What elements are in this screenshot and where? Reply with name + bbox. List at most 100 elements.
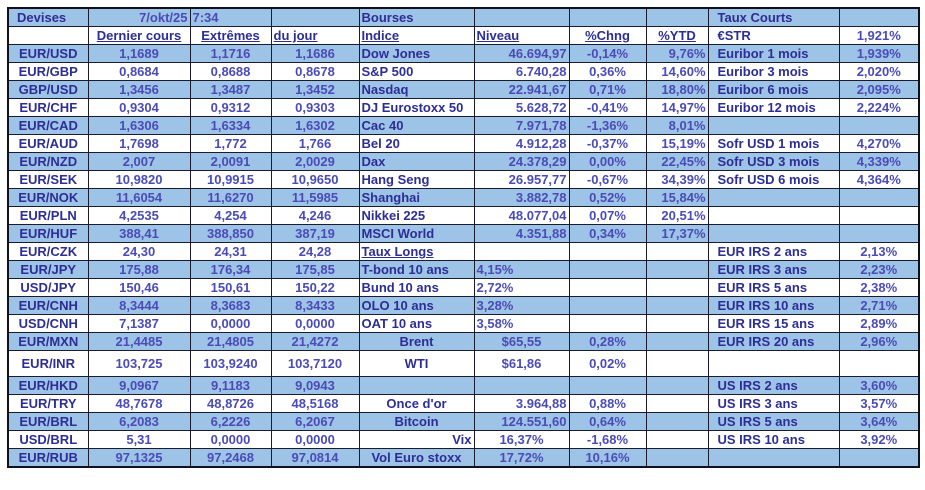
cell-eur-irs-10-ans: EUR IRS 10 ans xyxy=(707,296,840,315)
empty-cell xyxy=(568,278,647,297)
cell-dax: Dax xyxy=(358,152,475,171)
cell-8-3683: 8,3683 xyxy=(189,296,272,315)
cell-dow-jones: Dow Jones xyxy=(358,44,475,63)
cell-1-3487: 1,3487 xyxy=(189,80,272,99)
table-row: EUR/CZK 24,30 24,31 24,28 Taux Longs EUR IRS … xyxy=(7,242,920,261)
cell-9-1183: 9,1183 xyxy=(189,376,272,395)
cell-eur-usd: EUR/USD xyxy=(7,44,89,63)
table-row: EUR/GBP 0,8684 0,8688 0,8678 S&P 500 6.740,28… xyxy=(7,62,920,81)
cell-387-19: 387,19 xyxy=(270,224,360,243)
cell-usd-brl: USD/BRL xyxy=(7,430,89,449)
empty-cell xyxy=(568,260,647,279)
cell-sofr-usd-3-mois: Sofr USD 3 mois xyxy=(707,152,840,171)
cell-vol-euro-stoxx: Vol Euro stoxx xyxy=(358,448,475,468)
cell-euribor-1-mois: Euribor 1 mois xyxy=(707,44,840,63)
cell-2-72: 2,72% xyxy=(473,278,570,297)
cell-once-d-or: Once d'or xyxy=(358,394,475,413)
cell-eur-irs-5-ans: EUR IRS 5 ans xyxy=(707,278,840,297)
cell-48-5168: 48,5168 xyxy=(270,394,360,413)
cell-msci-world: MSCI World xyxy=(358,224,475,243)
table-row: USD/CNH 7,1387 0,0000 0,0000 OAT 10 ans 3,58%… xyxy=(7,314,920,333)
cell-eur-czk: EUR/CZK xyxy=(7,242,89,261)
cell-24-31: 24,31 xyxy=(189,242,272,261)
empty-cell xyxy=(838,224,920,243)
cell-1-3456: 1,3456 xyxy=(87,80,191,99)
cell-euribor-6-mois: Euribor 6 mois xyxy=(707,80,840,99)
cell-bourses: Bourses xyxy=(358,7,475,27)
empty-cell xyxy=(568,242,647,261)
cell-0-41: -0,41% xyxy=(568,98,647,117)
cell-2-96: 2,96% xyxy=(838,332,920,351)
cell-24-30: 24,30 xyxy=(87,242,191,261)
table-row: EUR/PLN 4,2535 4,254 4,246 Nikkei 225 48.077,… xyxy=(7,206,920,225)
cell-175-85: 175,85 xyxy=(270,260,360,279)
table-row: EUR/CAD 1,6306 1,6334 1,6302 Cac 40 7.971,78-… xyxy=(7,116,920,135)
cell-3-92: 3,92% xyxy=(838,430,920,449)
cell-1-6306: 1,6306 xyxy=(87,116,191,135)
cell-str: €STR xyxy=(707,26,840,45)
cell-150-61: 150,61 xyxy=(189,278,272,297)
empty-cell xyxy=(7,26,89,45)
cell-eur-sek: EUR/SEK xyxy=(7,170,89,189)
cell-2-095: 2,095% xyxy=(838,80,920,99)
cell-olo-10-ans: OLO 10 ans xyxy=(358,296,475,315)
cell-sofr-usd-6-mois: Sofr USD 6 mois xyxy=(707,170,840,189)
cell-0-71: 0,71% xyxy=(568,80,647,99)
cell-eur-irs-20-ans: EUR IRS 20 ans xyxy=(707,332,840,351)
cell-0-37: -0,37% xyxy=(568,134,647,153)
cell-4-351-88: 4.351,88 xyxy=(473,224,570,243)
cell-0-0000: 0,0000 xyxy=(270,430,360,449)
cell-6-740-28: 6.740,28 xyxy=(473,62,570,81)
market-table: Devises 7/okt/25 7:34 Bourses Taux Courts Der… xyxy=(7,7,920,468)
empty-cell xyxy=(707,206,840,225)
table-row: EUR/HUF 388,41 388,850 387,19 MSCI World 4.35… xyxy=(7,224,920,243)
cell-22-941-67: 22.941,67 xyxy=(473,80,570,99)
empty-cell xyxy=(645,332,709,351)
cell-10-9820: 10,9820 xyxy=(87,170,191,189)
cell-175-88: 175,88 xyxy=(87,260,191,279)
cell-us-irs-10-ans: US IRS 10 ans xyxy=(707,430,840,449)
table-row: GBP/USD 1,3456 1,3487 1,3452 Nasdaq 22.941,67… xyxy=(7,80,920,99)
cell-97-1325: 97,1325 xyxy=(87,448,191,468)
cell-0-07: 0,07% xyxy=(568,206,647,225)
table-row: EUR/BRL 6,2083 6,2226 6,2067 Bitcoin 124.551,… xyxy=(7,412,920,431)
empty-cell xyxy=(707,350,840,377)
cell-1-939: 1,939% xyxy=(838,44,920,63)
cell-us-irs-5-ans: US IRS 5 ans xyxy=(707,412,840,431)
empty-cell xyxy=(707,224,840,243)
cell-1-7698: 1,7698 xyxy=(87,134,191,153)
empty-cell xyxy=(645,314,709,333)
cell-0-88: 0,88% xyxy=(568,394,647,413)
cell-usd-jpy: USD/JPY xyxy=(7,278,89,297)
cell-34-39: 34,39% xyxy=(645,170,709,189)
cell-97-2468: 97,2468 xyxy=(189,448,272,468)
cell-shanghai: Shanghai xyxy=(358,188,475,207)
cell-388-41: 388,41 xyxy=(87,224,191,243)
cell-9-0967: 9,0967 xyxy=(87,376,191,395)
cell-3-58: 3,58% xyxy=(473,314,570,333)
table-row: EUR/AUD 1,7698 1,772 1,766 Bel 20 4.912,28 -0,… xyxy=(7,134,920,153)
cell-48-8726: 48,8726 xyxy=(189,394,272,413)
cell-6-2083: 6,2083 xyxy=(87,412,191,431)
cell-0-14: -0,14% xyxy=(568,44,647,63)
table-row: USD/JPY 150,46 150,61 150,22 Bund 10 ans 2,72… xyxy=(7,278,920,297)
cell-4-2535: 4,2535 xyxy=(87,206,191,225)
cell-euribor-3-mois: Euribor 3 mois xyxy=(707,62,840,81)
empty-cell xyxy=(645,278,709,297)
cell-4-254: 4,254 xyxy=(189,206,272,225)
table-row: EUR/CNH 8,3444 8,3683 8,3433 OLO 10 ans 3,28%… xyxy=(7,296,920,315)
empty-cell xyxy=(568,296,647,315)
table-row: Devises 7/okt/25 7:34 Bourses Taux Courts xyxy=(7,7,920,27)
empty-cell xyxy=(645,242,709,261)
empty-cell xyxy=(645,260,709,279)
cell-wti: WTI xyxy=(358,350,475,377)
cell-103-7120: 103,7120 xyxy=(270,350,360,377)
table-row: Dernier cours Extrêmes du jour Indice Niveau… xyxy=(7,26,920,45)
empty-cell xyxy=(568,376,647,395)
cell-20-51: 20,51% xyxy=(645,206,709,225)
cell-0-0000: 0,0000 xyxy=(189,430,272,449)
cell-6-2226: 6,2226 xyxy=(189,412,272,431)
cell-9-0943: 9,0943 xyxy=(270,376,360,395)
cell-eur-gbp: EUR/GBP xyxy=(7,62,89,81)
cell-eur-cad: EUR/CAD xyxy=(7,116,89,135)
